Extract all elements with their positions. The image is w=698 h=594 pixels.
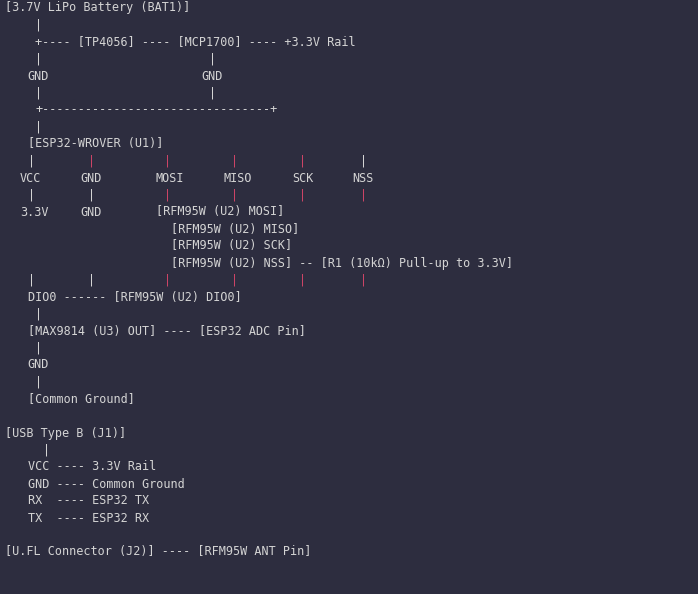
Text: [RFM95W (U2) MOSI]: [RFM95W (U2) MOSI]	[156, 206, 284, 219]
Text: |: |	[28, 188, 35, 201]
Text: |: |	[35, 342, 43, 355]
Text: |: |	[88, 154, 95, 168]
Text: |: |	[163, 154, 171, 168]
Text: GND: GND	[201, 69, 223, 83]
Text: |: |	[299, 154, 306, 168]
Text: |: |	[35, 375, 43, 388]
Text: |: |	[232, 188, 239, 201]
Text: |: |	[43, 444, 50, 457]
Text: [3.7V LiPo Battery (BAT1)]: [3.7V LiPo Battery (BAT1)]	[5, 2, 191, 14]
Text: |: |	[88, 188, 95, 201]
Text: [RFM95W (U2) SCK]: [RFM95W (U2) SCK]	[171, 239, 292, 252]
Text: |: |	[88, 273, 95, 286]
Text: GND: GND	[28, 69, 49, 83]
Text: MISO: MISO	[224, 172, 253, 185]
Text: |: |	[35, 308, 43, 321]
Text: GND: GND	[28, 359, 49, 371]
Text: SCK: SCK	[292, 172, 313, 185]
Text: |: |	[35, 52, 43, 65]
Text: |: |	[209, 52, 216, 65]
Text: |: |	[360, 188, 367, 201]
Text: +---- [TP4056] ---- [MCP1700] ---- +3.3V Rail: +---- [TP4056] ---- [MCP1700] ---- +3.3V…	[35, 36, 356, 49]
Text: [U.FL Connector (J2)] ---- [RFM95W ANT Pin]: [U.FL Connector (J2)] ---- [RFM95W ANT P…	[5, 545, 311, 558]
Text: [MAX9814 (U3) OUT] ---- [ESP32 ADC Pin]: [MAX9814 (U3) OUT] ---- [ESP32 ADC Pin]	[28, 324, 306, 337]
Text: VCC: VCC	[20, 172, 41, 185]
Text: GND: GND	[80, 172, 102, 185]
Text: |: |	[360, 154, 367, 168]
Text: |: |	[35, 121, 43, 134]
Text: RX  ---- ESP32 TX: RX ---- ESP32 TX	[28, 494, 149, 507]
Text: NSS: NSS	[352, 172, 373, 185]
Text: GND ---- Common Ground: GND ---- Common Ground	[28, 478, 184, 491]
Text: |: |	[163, 273, 171, 286]
Text: |: |	[28, 273, 35, 286]
Text: |: |	[35, 87, 43, 100]
Text: VCC ---- 3.3V Rail: VCC ---- 3.3V Rail	[28, 460, 156, 473]
Text: |: |	[299, 188, 306, 201]
Text: TX  ---- ESP32 RX: TX ---- ESP32 RX	[28, 511, 149, 525]
Text: |: |	[209, 87, 216, 100]
Text: |: |	[163, 188, 171, 201]
Text: |: |	[360, 273, 367, 286]
Text: [RFM95W (U2) MISO]: [RFM95W (U2) MISO]	[171, 223, 299, 235]
Text: [RFM95W (U2) NSS] -- [R1 (10kΩ) Pull-up to 3.3V]: [RFM95W (U2) NSS] -- [R1 (10kΩ) Pull-up …	[171, 257, 513, 270]
Text: |: |	[28, 154, 35, 168]
Text: DIO0 ------ [RFM95W (U2) DIO0]: DIO0 ------ [RFM95W (U2) DIO0]	[28, 290, 242, 304]
Text: +--------------------------------+: +--------------------------------+	[35, 103, 277, 116]
Text: [ESP32-WROVER (U1)]: [ESP32-WROVER (U1)]	[28, 137, 163, 150]
Text: |: |	[35, 18, 43, 31]
Text: |: |	[232, 154, 239, 168]
Text: MOSI: MOSI	[156, 172, 184, 185]
Text: [USB Type B (J1)]: [USB Type B (J1)]	[5, 426, 126, 440]
Text: |: |	[232, 273, 239, 286]
Text: GND: GND	[80, 206, 102, 219]
Text: [Common Ground]: [Common Ground]	[28, 393, 135, 406]
Text: |: |	[299, 273, 306, 286]
Text: 3.3V: 3.3V	[20, 206, 49, 219]
